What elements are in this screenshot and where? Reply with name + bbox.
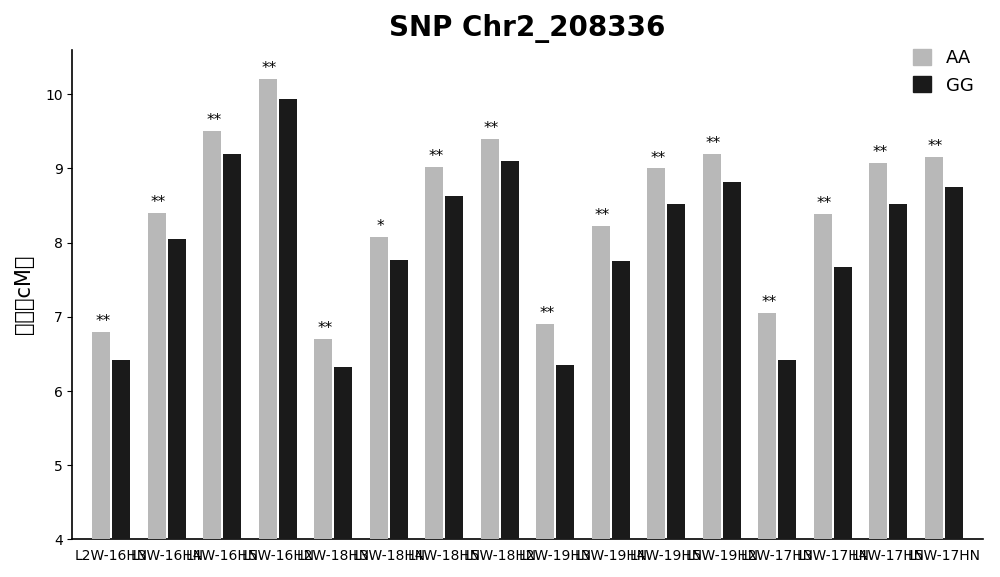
Bar: [592, 226, 610, 577]
Text: **: **: [928, 140, 943, 155]
Bar: [203, 132, 221, 577]
Text: **: **: [317, 321, 333, 336]
Bar: [481, 139, 499, 577]
Bar: [501, 161, 519, 577]
Text: **: **: [761, 295, 777, 310]
Bar: [112, 360, 130, 577]
Legend: AA, GG: AA, GG: [913, 49, 974, 95]
Text: **: **: [95, 314, 111, 329]
Text: **: **: [817, 197, 832, 212]
Bar: [925, 158, 943, 577]
Bar: [723, 182, 741, 577]
Text: **: **: [206, 114, 222, 129]
Bar: [945, 187, 963, 577]
Bar: [445, 196, 463, 577]
Text: **: **: [262, 62, 277, 77]
Title: SNP Chr2_208336: SNP Chr2_208336: [389, 14, 666, 43]
Text: **: **: [484, 121, 499, 136]
Bar: [889, 204, 907, 577]
Bar: [758, 313, 776, 577]
Text: **: **: [539, 306, 555, 321]
Bar: [279, 99, 297, 577]
Text: **: **: [151, 195, 166, 210]
Text: **: **: [872, 145, 888, 160]
Bar: [334, 366, 352, 577]
Text: **: **: [428, 149, 444, 164]
Bar: [647, 168, 665, 577]
Bar: [148, 213, 166, 577]
Bar: [92, 332, 110, 577]
Bar: [259, 80, 277, 577]
Text: **: **: [706, 136, 721, 151]
Bar: [556, 365, 574, 577]
Bar: [834, 267, 852, 577]
Bar: [667, 204, 685, 577]
Bar: [703, 153, 721, 577]
Y-axis label: 叶宽（cM）: 叶宽（cM）: [14, 255, 34, 334]
Bar: [425, 167, 443, 577]
Bar: [778, 360, 796, 577]
Text: **: **: [595, 208, 610, 223]
Bar: [536, 324, 554, 577]
Bar: [814, 215, 832, 577]
Text: *: *: [377, 219, 384, 234]
Bar: [370, 237, 388, 577]
Bar: [612, 261, 630, 577]
Bar: [390, 260, 408, 577]
Bar: [223, 153, 241, 577]
Bar: [869, 163, 887, 577]
Text: **: **: [650, 151, 666, 166]
Bar: [314, 339, 332, 577]
Bar: [168, 239, 186, 577]
